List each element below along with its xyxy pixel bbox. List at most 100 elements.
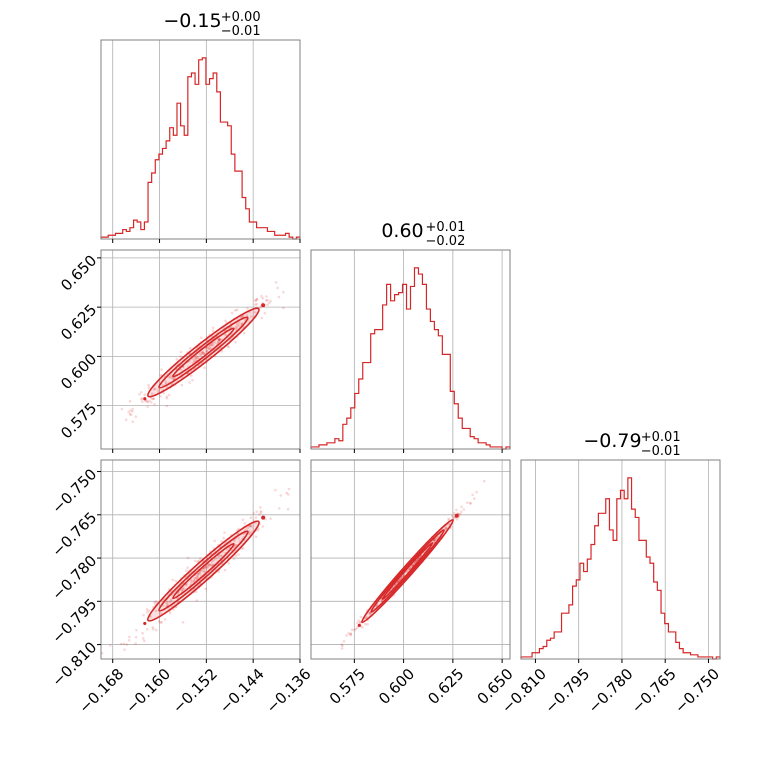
sample-point: [265, 295, 268, 298]
sample-point: [208, 563, 211, 566]
sample-point: [237, 527, 240, 531]
contour-level: [158, 316, 249, 389]
y-tick-label: 0.650: [57, 252, 100, 295]
histogram-title-1: 0.60: [381, 220, 423, 242]
sample-point: [237, 324, 241, 328]
panel-frame: [310, 459, 511, 660]
sample-point: [255, 297, 259, 301]
contour-level: [381, 542, 434, 601]
sample-point: [445, 527, 448, 530]
y-tick-label: −0.750: [48, 465, 100, 517]
sample-point: [274, 488, 277, 492]
scatter-panel-0-2: [97, 459, 301, 663]
sample-point: [235, 308, 239, 312]
sample-point: [145, 400, 149, 403]
sample-point: [168, 600, 172, 604]
sample-point: [129, 409, 132, 412]
sample-point: [455, 517, 459, 521]
sample-point: [196, 355, 199, 359]
sample-point: [246, 526, 249, 530]
sample-point: [195, 355, 198, 358]
sample-point: [240, 323, 243, 326]
histogram-series-1: [310, 267, 511, 450]
sample-point: [120, 407, 124, 411]
sample-point: [109, 643, 112, 647]
sample-point: [203, 366, 206, 369]
sample-point: [200, 351, 204, 355]
sample-point: [131, 407, 135, 411]
sample-point: [234, 554, 238, 558]
x-tick-label: −0.152: [169, 665, 221, 717]
sample-point: [196, 576, 200, 579]
sample-point: [279, 494, 283, 497]
sample-point: [356, 621, 359, 625]
sample-point: [200, 336, 203, 339]
sample-point: [194, 590, 198, 593]
sample-point: [286, 493, 290, 496]
sample-point: [166, 600, 169, 604]
sample-point: [460, 505, 463, 509]
sample-point: [146, 405, 150, 408]
sample-point: [249, 516, 253, 520]
sample-point: [228, 546, 232, 549]
sample-point: [269, 299, 272, 303]
sample-point: [210, 563, 213, 567]
sample-point: [165, 395, 169, 398]
histogram-title-2: −0.79: [583, 430, 641, 452]
sample-point: [157, 620, 161, 623]
sample-point: [205, 349, 208, 353]
sample-point: [261, 525, 265, 528]
sample-point: [432, 538, 436, 542]
sample-point: [150, 392, 154, 396]
sample-point: [223, 531, 226, 534]
sample-point: [201, 350, 204, 354]
sample-point: [254, 535, 258, 539]
sample-point: [167, 393, 171, 397]
sample-point: [255, 302, 258, 306]
sample-point: [255, 510, 259, 514]
sample-point: [342, 639, 346, 643]
sample-point: [408, 567, 411, 570]
title-upper-error: +0.01: [426, 220, 466, 235]
sample-point: [349, 632, 353, 635]
sample-point: [168, 611, 172, 615]
panel-frame: [310, 249, 511, 450]
sample-point: [368, 611, 371, 615]
sample-point: [207, 563, 211, 567]
sample-point: [233, 309, 237, 312]
sample-point: [195, 357, 199, 360]
sample-point: [171, 578, 175, 582]
sample-point: [361, 626, 364, 629]
sample-point: [246, 306, 249, 310]
sample-point: [140, 390, 143, 394]
sample-point: [128, 635, 131, 639]
sample-point: [201, 351, 205, 354]
sample-point: [276, 286, 279, 290]
sample-point: [245, 313, 249, 317]
sample-point: [453, 511, 456, 515]
sample-point: [263, 311, 267, 315]
density-fill: [147, 521, 260, 621]
sample-point: [261, 303, 266, 308]
sample-point: [248, 532, 252, 536]
sample-point: [134, 415, 138, 419]
sample-point: [192, 579, 196, 583]
sample-point: [189, 578, 193, 582]
sample-point: [265, 298, 269, 302]
sample-point: [349, 632, 352, 636]
sample-point: [400, 576, 404, 579]
sample-point: [234, 543, 237, 547]
sample-point: [412, 563, 415, 566]
sample-point: [151, 627, 155, 631]
sample-point: [152, 397, 156, 401]
sample-point: [162, 391, 166, 395]
sample-point: [234, 340, 237, 344]
histogram-panel-2: −0.79 +0.01−0.01: [520, 430, 721, 663]
sample-point: [163, 618, 167, 621]
sample-point: [469, 501, 472, 505]
sample-point: [469, 502, 472, 505]
sample-point: [160, 368, 163, 371]
sample-point: [277, 507, 281, 510]
sample-point: [159, 373, 162, 377]
sample-point: [216, 340, 220, 344]
